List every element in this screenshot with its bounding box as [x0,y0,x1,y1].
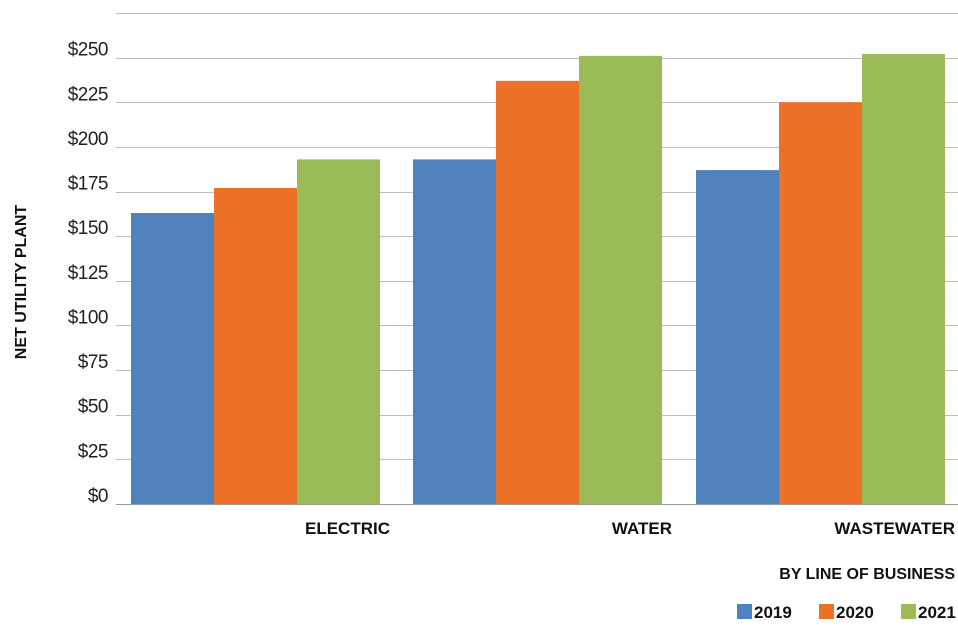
bar-electric-2020 [214,187,297,504]
y-tick-label: $50 [78,397,108,418]
bar-water-2021 [579,55,662,504]
y-tick-label: $250 [68,40,108,61]
legend-swatch [737,604,752,619]
bar-wastewater-2021 [862,54,945,504]
legend-label: 2019 [754,603,792,622]
x-axis-title: BY LINE OF BUSINESS [779,566,955,583]
y-tick-label: $200 [68,129,108,150]
legend-item-2021: 2021 [901,603,956,622]
legend-swatch [901,604,916,619]
legend-label: 2021 [918,603,956,622]
legend-item-2020: 2020 [819,603,874,622]
legend-item-2019: 2019 [737,603,792,622]
y-tick-label: $100 [68,307,108,328]
bar-electric-2019 [131,212,214,505]
bar-electric-2021 [297,159,380,504]
legend-label: 2020 [836,603,874,622]
y-tick-label: $175 [68,174,108,195]
y-tick-label: $0 [88,486,108,507]
bar-wastewater-2020 [779,102,862,504]
category-label: WATER [612,519,672,538]
y-tick-label: $125 [68,263,108,284]
y-tick-label: $225 [68,84,108,105]
legend-swatch [819,604,834,619]
bars [131,54,945,505]
y-axis-ticks: $0 $25 $50 $75 $100 $125 $150 $175 $200 $225 $250 [68,40,109,507]
bar-water-2020 [496,80,579,504]
y-tick-label: $25 [78,441,108,462]
y-axis-title: NET UTILITY PLANT [13,205,30,360]
category-label: ELECTRIC [305,519,390,538]
y-tick-label: $150 [68,218,108,239]
x-axis-categories: ELECTRIC WATER WASTEWATER [305,519,955,538]
bar-wastewater-2019 [696,170,779,504]
y-tick-label: $75 [78,352,108,373]
legend: 2019 2020 2021 [737,603,956,622]
bar-water-2019 [413,159,496,504]
category-label: WASTEWATER [834,519,955,538]
